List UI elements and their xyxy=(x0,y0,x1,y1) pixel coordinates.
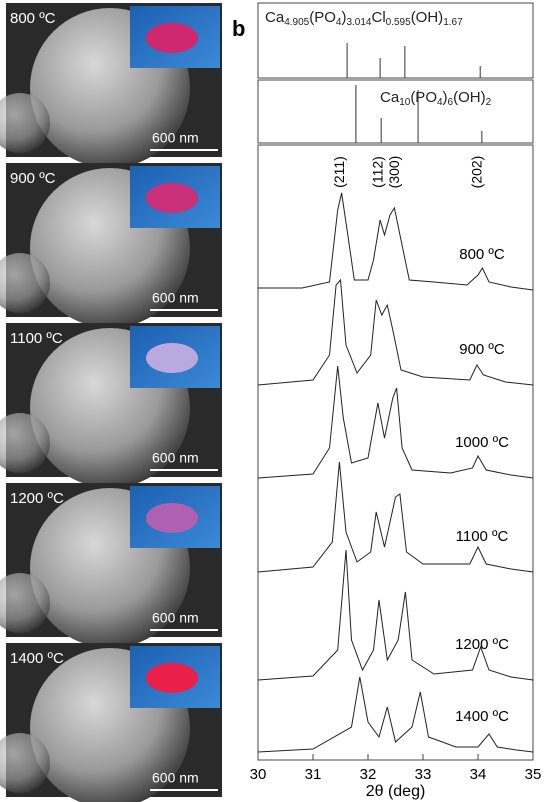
temperature-label: 1200 ºC xyxy=(10,490,64,507)
sample xyxy=(146,663,198,693)
reference-label: Ca4.905(PO4)3.014Cl0.595(OH)1.67 xyxy=(265,9,463,28)
peak-index: (202) xyxy=(469,156,485,189)
formula-part: (OH) xyxy=(411,9,444,26)
particle xyxy=(0,413,50,473)
sample xyxy=(146,503,198,533)
particle xyxy=(0,573,50,633)
temperature-label: 1400 ºC xyxy=(10,650,64,667)
peak-index: (211) xyxy=(331,156,347,188)
x-tick-label: 30 xyxy=(250,766,267,783)
formula-part: 4 xyxy=(437,97,443,108)
scale-label: 600 nm xyxy=(152,450,199,466)
x-tick-label: 34 xyxy=(470,766,487,783)
reference-frame xyxy=(257,79,534,144)
formula-part: 0.595 xyxy=(386,17,411,28)
x-tick-label: 32 xyxy=(360,766,377,783)
formula-part: 4.905 xyxy=(284,17,309,28)
formula-part: (PO xyxy=(410,89,437,106)
temperature-label: 900 ºC xyxy=(10,170,56,187)
scale-label: 600 nm xyxy=(152,130,199,146)
pattern-label: 1100 ºC xyxy=(456,528,509,545)
formula-part: Ca xyxy=(380,89,400,106)
scale-label: 600 nm xyxy=(152,770,199,786)
xrd-pattern xyxy=(257,365,534,479)
sample xyxy=(146,183,198,213)
formula-part: ) xyxy=(443,89,448,106)
temperature-label: 1100 ºC xyxy=(10,330,63,347)
xrd-pattern xyxy=(257,278,534,386)
sample xyxy=(146,23,198,53)
x-tick-label: 33 xyxy=(415,766,432,783)
scale-label: 600 nm xyxy=(152,610,199,626)
peak-index: (300) xyxy=(386,156,402,189)
formula-part: 4 xyxy=(336,17,342,28)
reference-frame xyxy=(257,2,534,79)
formula-part: 6 xyxy=(448,97,454,108)
formula-part: ) xyxy=(341,9,346,26)
formula-part: 10 xyxy=(399,97,411,108)
pattern-label: 1000 ºC xyxy=(455,434,509,451)
x-tick-label: 35 xyxy=(525,766,542,783)
pattern-label: 1400 ºC xyxy=(455,708,509,725)
x-tick-label: 31 xyxy=(305,766,322,783)
formula-part: 1.67 xyxy=(443,17,463,28)
sample xyxy=(146,343,198,373)
formula-part: (PO xyxy=(309,9,336,26)
formula-part: 3.014 xyxy=(346,17,371,28)
plot-frame xyxy=(257,144,534,761)
panel-label: b xyxy=(232,16,245,41)
xrd-pattern xyxy=(257,676,534,753)
formula-part: (OH) xyxy=(453,89,486,106)
scale-label: 600 nm xyxy=(152,290,199,306)
reference-label: Ca10(PO4)6(OH)2 xyxy=(380,89,492,108)
xrd-pattern xyxy=(257,461,534,573)
xrd-pattern xyxy=(258,192,534,291)
temperature-label: 800 ºC xyxy=(10,10,56,27)
formula-part: 2 xyxy=(486,97,492,108)
particle xyxy=(0,733,50,793)
pattern-label: 800 ºC xyxy=(459,246,505,263)
x-axis-label: 2θ (deg) xyxy=(366,783,426,800)
pattern-label: 1200 ºC xyxy=(455,636,509,653)
peak-index: (112) xyxy=(370,156,386,188)
formula-part: Cl xyxy=(371,9,385,26)
particle xyxy=(0,93,50,153)
formula-part: Ca xyxy=(265,9,285,26)
xrd-pattern xyxy=(257,549,534,681)
particle xyxy=(0,253,50,313)
pattern-label: 900 ºC xyxy=(459,341,505,358)
